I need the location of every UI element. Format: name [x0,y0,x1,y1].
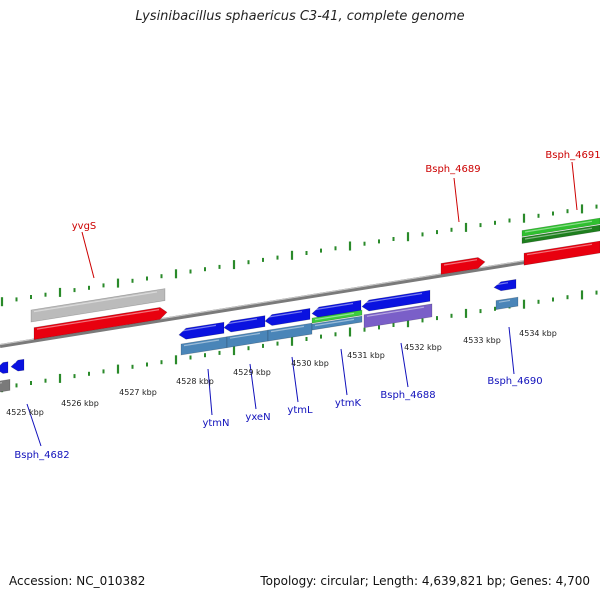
gene-label-yxeN: yxeN [245,412,270,423]
gene-yvgS-shadow-shine [33,291,158,313]
kbp-label: 4532 kbp [404,343,442,352]
gene-ytmK-green-shine [314,312,355,321]
map-title: Lysinibacillus sphaericus C3-41, complet… [135,9,465,24]
gene-left-small [10,358,25,372]
gene-label-Bsph_4688: Bsph_4688 [380,390,435,401]
gene-left-grey [0,379,11,393]
leader-Bsph_4689 [453,177,460,223]
kbp-label: 4531 kbp [347,351,385,360]
gene-ytmL [264,308,311,326]
leader-yvgS [81,231,95,279]
leader-Bsph_4691 [571,161,578,211]
gene-Bsph_4688-shine [364,292,423,304]
lower-tick-track [0,290,598,393]
gene-Bsph_4691-green [521,217,600,237]
gene-Bsph_4691-dark [521,224,600,244]
gene-ytmK-shine [314,302,354,311]
leader-yxeN [249,363,257,410]
kbp-label: 4529 kbp [233,368,271,377]
gene-Bsph_4689 [440,257,486,275]
gene-Bsph_4691-green-shine [524,220,593,233]
gene-ytmL-shine [267,311,303,318]
genome-summary: Topology: circular; Length: 4,639,821 bp… [260,574,590,588]
kbp-labels: 4525 kbp 4526 kbp 4527 kbp 4528 kbp 4529 kbp… [6,329,557,417]
leader-ytmK [340,348,348,396]
gene-features [0,217,600,393]
gene-Bsph_4691 [523,240,600,266]
gene-left-fragment [0,361,9,374]
gene-Bsph_4691-dark-shine [524,227,593,240]
accession-text: Accession: NC_010382 [9,574,146,588]
gene-Bsph_4688-purple [363,303,433,329]
backbone-line [0,248,600,348]
kbp-label: 4530 kbp [291,359,329,368]
gene-label-Bsph_4690: Bsph_4690 [487,376,542,387]
label-leaders [26,161,578,447]
gene-yxeN-steel [226,329,269,349]
gene-Bsph_4691-shine [526,243,593,256]
gene-Bsph_4690 [493,279,517,292]
gene-Bsph_4689-shine [443,259,478,266]
gene-Bsph_4690-steel-shine [498,299,511,303]
gene-label-Bsph_4691: Bsph_4691 [545,150,600,161]
gene-ytmK-steel-shine [314,318,355,327]
gene-ytmN-shine [181,324,217,332]
gene-label-yvgS: yvgS [72,221,97,232]
kbp-label: 4528 kbp [176,377,214,386]
gene-yvgS-shine [36,309,160,330]
gene-ytmL-steel [267,322,313,342]
upper-tick-track [0,204,598,307]
leader-ytmN [207,368,213,416]
gene-label-ytmL: ytmL [287,405,313,416]
gene-yvgS [33,307,168,340]
gene-left-grey-shine [0,382,3,384]
gene-ytmK-green [311,309,363,324]
gene-yvgS-shadow [30,288,166,323]
kbp-label: 4533 kbp [463,336,501,345]
leader-Bsph_4690 [508,326,515,375]
gene-ytmK-steel [311,315,363,331]
gene-ytmN-steel-shine [183,339,220,347]
gene-label-Bsph_4682: Bsph_4682 [14,450,69,461]
kbp-label: 4525 kbp [6,408,44,417]
gene-Bsph_4688 [361,289,431,312]
leader-Bsph_4688 [400,342,409,388]
kbp-label: 4526 kbp [61,399,99,408]
gene-ytmL-steel-shine [270,325,305,333]
gene-labels: yvgS Bsph_4689 Bsph_4691 Bsph_4682 ytmN yxeN y… [14,150,600,461]
gene-label-ytmN: ytmN [202,418,229,429]
leader-Bsph_4682 [26,403,42,447]
kbp-label: 4527 kbp [119,388,157,397]
gene-yxeN-shine [226,318,258,325]
gene-label-ytmK: ytmK [335,398,362,409]
gene-yxeN-steel-shine [229,332,261,339]
gene-Bsph_4688-purple-shine [366,306,425,317]
kbp-label: 4534 kbp [519,329,557,338]
gene-label-Bsph_4689: Bsph_4689 [425,164,480,175]
leader-ytmL [291,356,299,403]
gene-Bsph_4690-steel [495,296,519,310]
gene-Bsph_4690-shine [496,282,509,286]
